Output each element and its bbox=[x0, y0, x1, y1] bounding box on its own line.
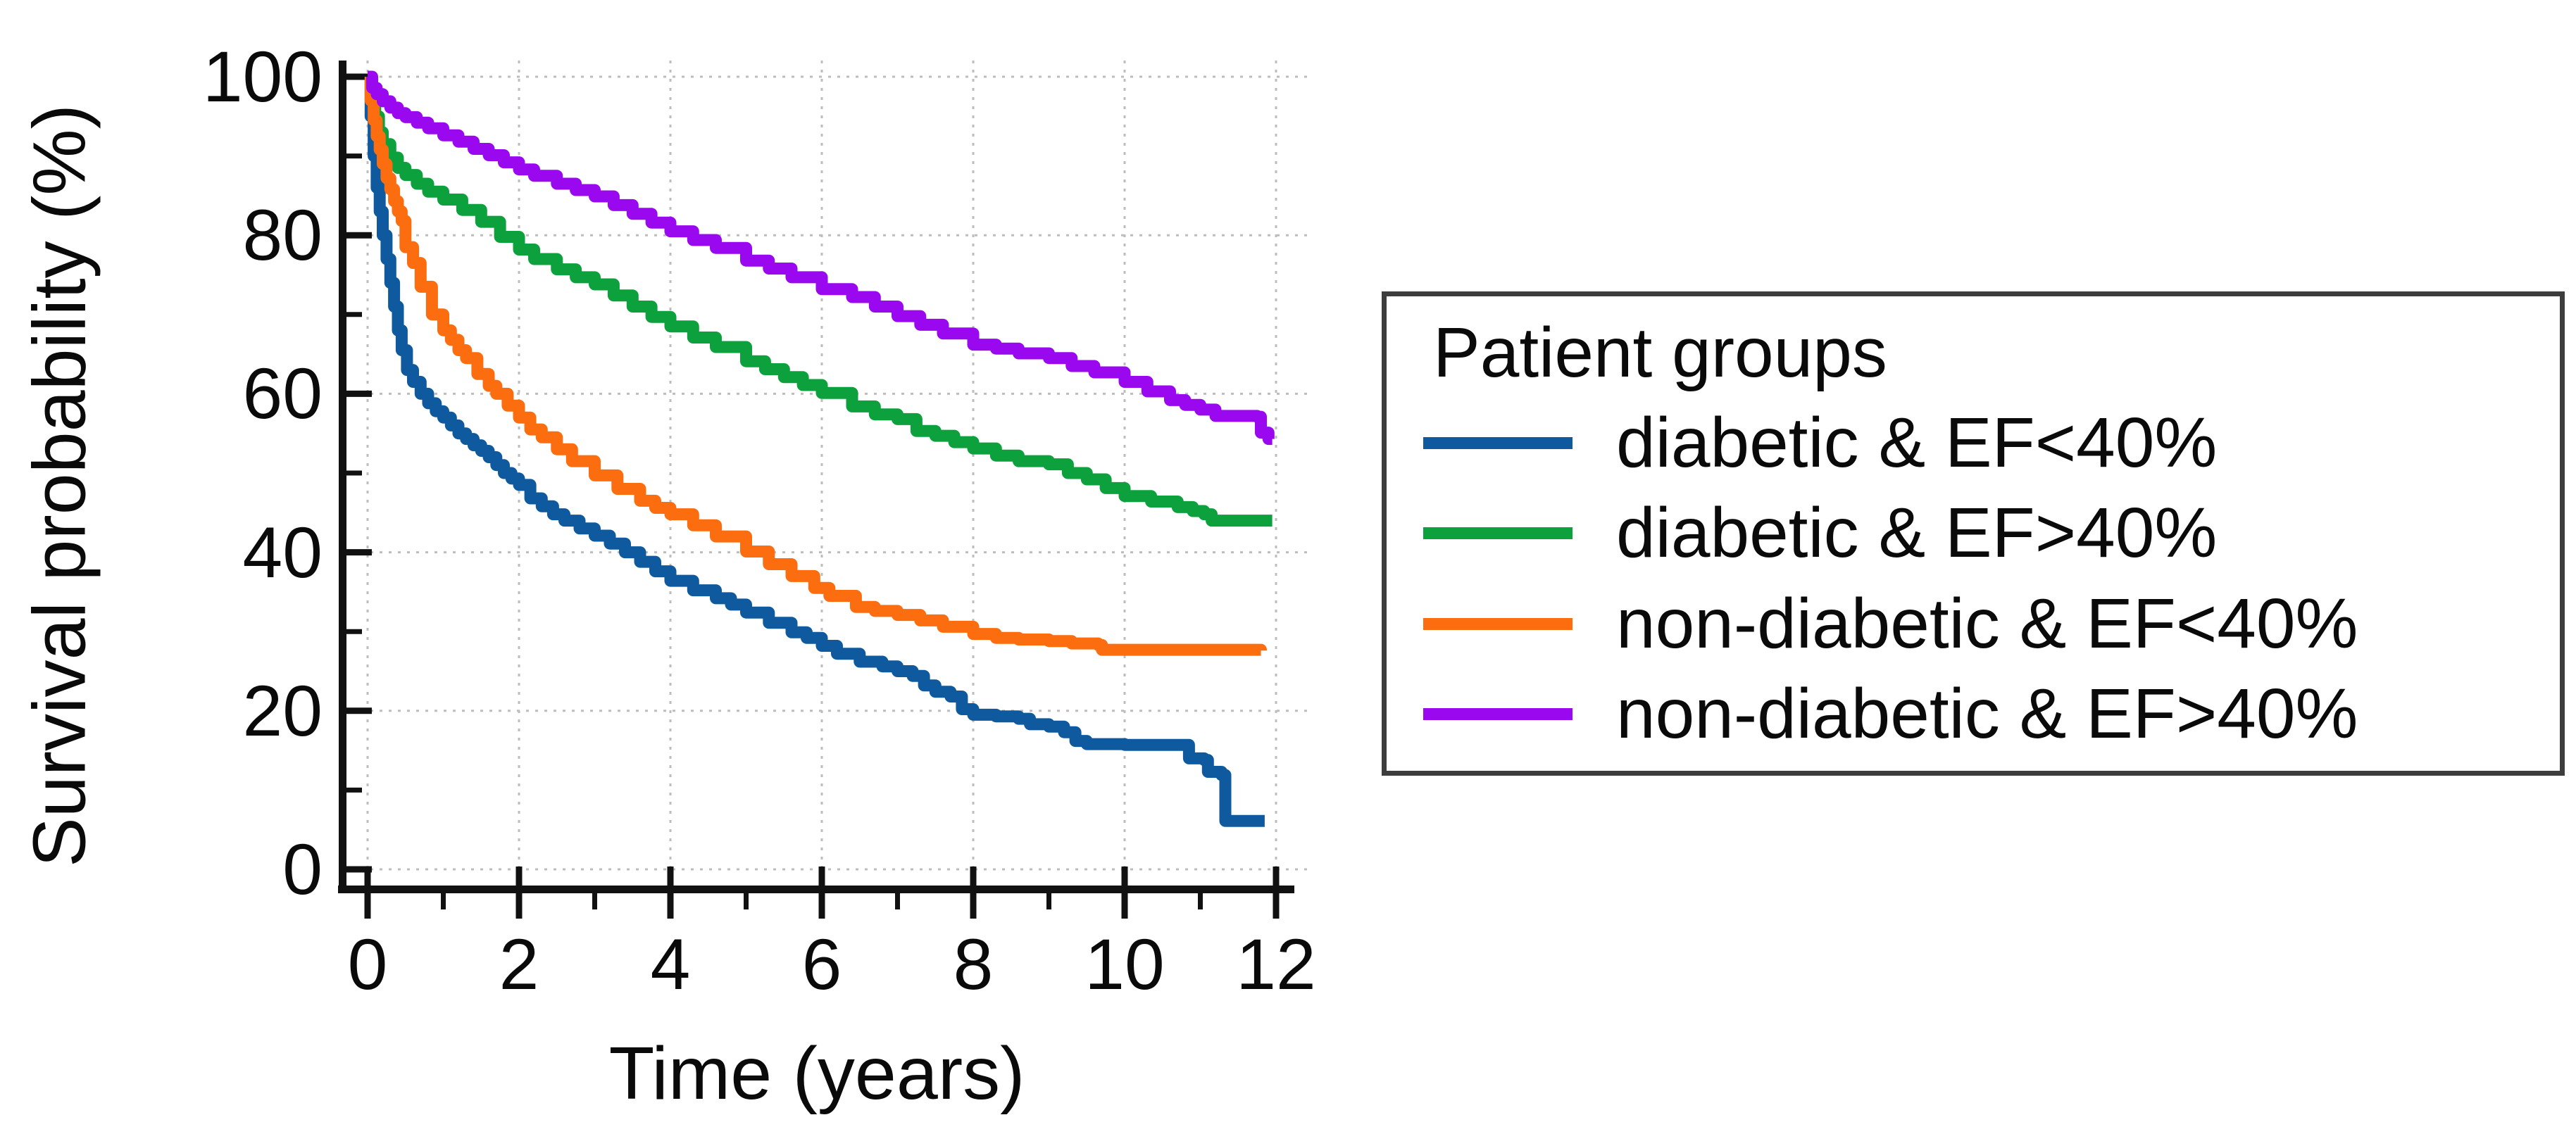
y-tick-label: 80 bbox=[242, 195, 323, 276]
x-tick-label: 10 bbox=[1084, 924, 1165, 1004]
legend-swatch-green bbox=[1423, 527, 1573, 540]
legend-item-label: non-diabetic & EF<40% bbox=[1616, 584, 2358, 663]
curve-diabetic-ef-40- bbox=[364, 70, 1265, 827]
x-tick-label: 4 bbox=[650, 924, 691, 1004]
legend-item-label: diabetic & EF>40% bbox=[1616, 493, 2218, 573]
legend-item: non-diabetic & EF>40% bbox=[1423, 674, 2546, 755]
legend-item-label: diabetic & EF<40% bbox=[1616, 403, 2218, 483]
y-tick-label: 40 bbox=[242, 512, 323, 593]
y-axis-title: Survival probability (%) bbox=[18, 104, 101, 867]
gridlines bbox=[343, 61, 1307, 886]
legend-item: diabetic & EF>40% bbox=[1423, 493, 2546, 574]
y-tick-label: 0 bbox=[282, 829, 323, 909]
legend-swatch-blue bbox=[1423, 437, 1573, 450]
legend-item: non-diabetic & EF<40% bbox=[1423, 584, 2546, 664]
x-tick-label: 2 bbox=[499, 924, 539, 1004]
x-tick-label: 0 bbox=[347, 924, 388, 1004]
curve-non-diabetic-ef-40- bbox=[364, 70, 1267, 656]
survival-curves bbox=[364, 70, 1275, 827]
y-tick-label: 60 bbox=[242, 353, 323, 434]
legend-item-label: non-diabetic & EF>40% bbox=[1616, 674, 2358, 753]
legend-title: Patient groups bbox=[1433, 313, 1887, 393]
y-tick-label: 20 bbox=[242, 670, 323, 751]
x-tick-label: 8 bbox=[953, 924, 994, 1004]
curve-non-diabetic-ef-40- bbox=[366, 70, 1275, 446]
legend-item: diabetic & EF<40% bbox=[1423, 403, 2546, 484]
x-tick-label: 12 bbox=[1236, 924, 1316, 1004]
curve-diabetic-ef-40- bbox=[365, 70, 1273, 527]
x-axis-title: Time (years) bbox=[608, 1032, 1025, 1115]
legend-box: Patient groups diabetic & EF<40% diabeti… bbox=[1382, 291, 2565, 776]
x-tick-label: 6 bbox=[801, 924, 842, 1004]
legend-swatch-purple bbox=[1423, 707, 1573, 720]
axes bbox=[338, 61, 1294, 919]
legend-swatch-orange bbox=[1423, 617, 1573, 630]
y-tick-label: 100 bbox=[202, 37, 323, 117]
